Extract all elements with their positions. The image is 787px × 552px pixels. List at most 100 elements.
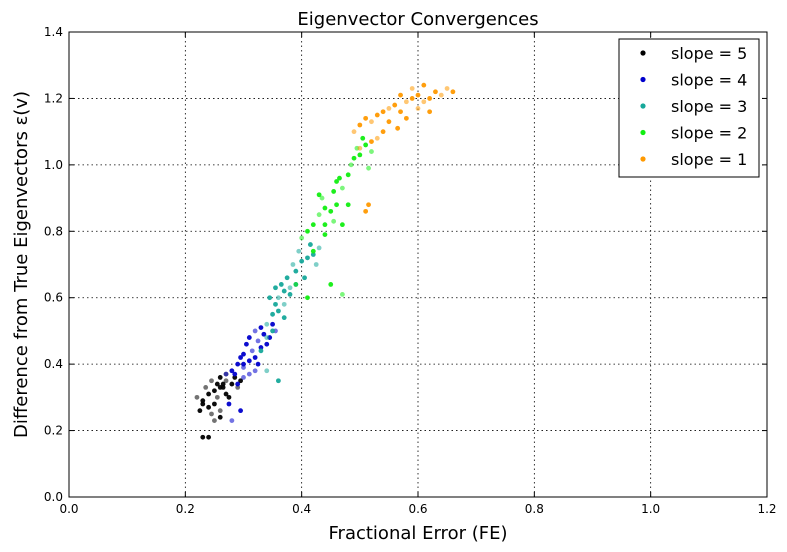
legend-marker [640, 76, 646, 83]
data-point-series-2 [229, 418, 235, 424]
legend-marker [640, 50, 646, 56]
data-point-series-2 [264, 341, 270, 347]
data-point-series-2 [258, 345, 264, 350]
data-point-series-1 [229, 381, 235, 387]
data-point-series-1 [212, 388, 217, 394]
data-point-series-5 [380, 109, 386, 115]
data-point-series-5 [374, 135, 380, 141]
data-point-series-4 [339, 222, 345, 228]
data-point-series-2 [241, 375, 246, 380]
data-point-series-3 [290, 262, 296, 267]
data-point-series-5 [427, 109, 433, 115]
data-point-series-5 [438, 92, 444, 98]
data-point-series-1 [194, 394, 200, 400]
data-point-series-4 [305, 295, 310, 301]
data-point-series-5 [403, 115, 409, 121]
data-point-series-3 [284, 275, 290, 281]
data-point-series-1 [220, 381, 226, 387]
y-tick-label: 1.4 [44, 25, 63, 39]
data-point-series-2 [246, 335, 252, 340]
y-tick-label: 1.2 [44, 91, 63, 105]
data-point-series-3 [305, 255, 310, 261]
data-point-series-3 [313, 262, 319, 267]
data-point-series-1 [209, 411, 214, 417]
data-point-series-2 [241, 351, 246, 357]
data-point-series-5 [409, 96, 415, 101]
data-point-series-4 [369, 149, 374, 154]
data-point-series-1 [197, 408, 203, 414]
y-tick-label: 0.2 [44, 424, 63, 438]
data-point-series-4 [337, 175, 342, 181]
data-point-series-5 [363, 208, 369, 214]
data-point-series-4 [360, 135, 366, 141]
data-point-series-4 [357, 152, 363, 158]
data-point-series-2 [258, 325, 264, 331]
data-point-series-4 [293, 282, 299, 287]
data-point-series-3 [258, 348, 264, 354]
data-point-series-5 [450, 89, 456, 95]
data-point-series-5 [427, 96, 433, 101]
data-point-series-4 [351, 155, 357, 161]
data-point-series-1 [209, 378, 214, 384]
data-point-series-4 [334, 179, 339, 184]
data-point-series-5 [395, 125, 401, 131]
data-point-series-5 [351, 129, 357, 135]
data-point-series-1 [214, 381, 220, 387]
data-point-series-3 [310, 252, 316, 257]
data-point-series-4 [328, 208, 334, 214]
data-point-series-4 [322, 222, 328, 228]
x-axis-label: Fractional Error (FE) [329, 523, 508, 544]
legend-label: slope = 4 [671, 71, 747, 90]
data-point-series-4 [331, 189, 337, 194]
data-point-series-1 [212, 401, 217, 407]
data-point-series-1 [217, 414, 223, 420]
data-point-series-4 [322, 232, 328, 238]
x-tick-label: 0.2 [176, 502, 195, 516]
data-point-series-5 [403, 99, 409, 105]
data-point-series-2 [252, 355, 258, 360]
y-axis-label: Difference from True Eigenvectors ε(v) [11, 91, 32, 438]
data-point-series-2 [252, 328, 258, 334]
data-point-series-3 [287, 285, 293, 291]
data-point-series-5 [421, 82, 427, 88]
data-point-series-2 [241, 361, 246, 367]
data-point-series-3 [307, 242, 313, 247]
x-tick-label: 0.4 [292, 502, 311, 516]
x-tick-label: 1.0 [641, 502, 660, 516]
data-point-series-2 [246, 371, 252, 377]
data-point-series-5 [366, 202, 371, 208]
legend-marker [640, 129, 646, 136]
data-point-series-2 [249, 348, 255, 354]
data-point-series-1 [223, 391, 229, 397]
data-point-series-4 [331, 218, 337, 224]
data-point-series-4 [305, 228, 310, 234]
data-point-series-1 [232, 375, 238, 380]
data-point-series-3 [267, 295, 273, 301]
data-points [194, 82, 456, 440]
data-point-series-5 [409, 86, 415, 91]
data-point-series-3 [276, 308, 281, 314]
data-point-series-4 [348, 162, 354, 168]
data-point-series-3 [276, 378, 281, 384]
data-point-series-5 [357, 145, 363, 151]
data-point-series-2 [244, 341, 249, 347]
x-tick-label: 0.6 [408, 502, 427, 516]
data-point-series-5 [421, 99, 427, 105]
y-tick-label: 0.4 [44, 357, 63, 371]
legend: slope = 5 slope = 4 slope = 3 slope = 2 slop… [618, 38, 760, 178]
data-point-series-2 [241, 365, 246, 370]
data-point-series-3 [296, 248, 302, 254]
data-point-series-2 [229, 368, 235, 374]
data-point-series-2 [246, 358, 252, 364]
y-tick-label: 1.0 [44, 158, 63, 172]
data-point-series-3 [270, 328, 275, 334]
legend-label: slope = 2 [671, 124, 747, 143]
data-point-series-3 [281, 288, 287, 294]
data-point-series-4 [339, 185, 345, 191]
data-point-series-1 [200, 434, 206, 440]
data-point-series-3 [293, 268, 299, 274]
data-point-series-1 [214, 394, 220, 400]
data-point-series-4 [363, 142, 369, 148]
data-point-series-3 [281, 301, 287, 307]
data-point-series-1 [238, 378, 243, 384]
